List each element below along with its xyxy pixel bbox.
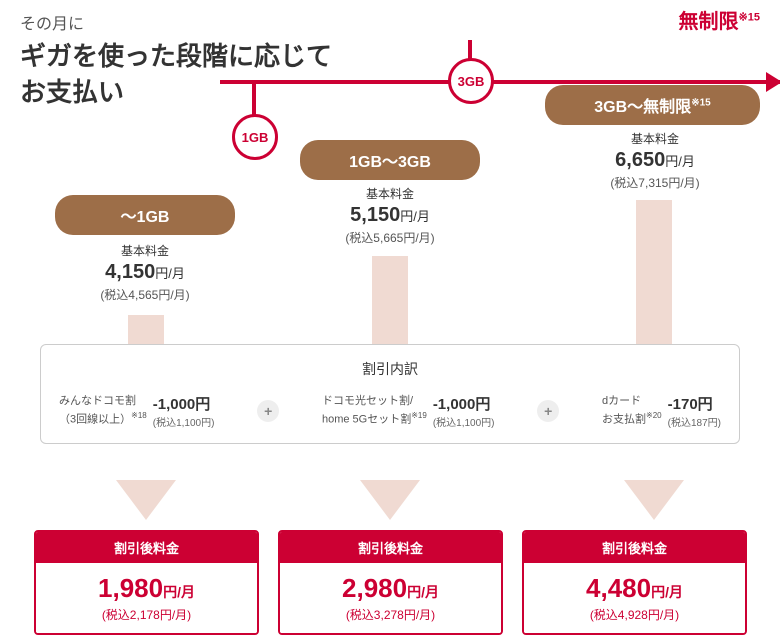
discount-item-text: ドコモ光セット割/ home 5Gセット割※19 xyxy=(322,394,427,427)
discount-item-amount: -170円 (税込187円) xyxy=(668,393,721,429)
discount-item-3: dカード お支払割※20 -170円 (税込187円) xyxy=(602,393,721,429)
tier-badge-1: 〜1GB xyxy=(55,195,235,235)
usage-bar-3 xyxy=(636,200,672,344)
result-body: 4,480円/月 (税込4,928円/月) xyxy=(524,563,745,633)
base-price-tax: (税込7,315円/月) xyxy=(565,174,745,191)
result-body: 1,980円/月 (税込2,178円/月) xyxy=(36,563,257,633)
tier-badge-3-note: ※15 xyxy=(691,98,711,109)
base-price-label: 基本料金 xyxy=(565,130,745,147)
base-price-amount: 4,150円/月 xyxy=(60,261,230,284)
header-sub: その月に xyxy=(20,10,332,34)
base-price-tax: (税込4,565円/月) xyxy=(60,286,230,303)
discount-item-2: ドコモ光セット割/ home 5Gセット割※19 -1,000円 (税込1,10… xyxy=(322,393,495,429)
discount-item-text: dカード お支払割※20 xyxy=(602,394,662,427)
discount-item-text: みんなドコモ割 （3回線以上）※18 xyxy=(59,394,147,427)
down-arrow-icon xyxy=(116,480,176,520)
down-arrow-icon xyxy=(624,480,684,520)
result-tax: (税込4,928円/月) xyxy=(530,606,739,623)
discount-box: 割引内訳 みんなドコモ割 （3回線以上）※18 -1,000円 (税込1,100… xyxy=(40,344,740,444)
base-price-3: 基本料金 6,650円/月 (税込7,315円/月) xyxy=(565,130,745,191)
result-price: 1,980円/月 xyxy=(42,573,251,604)
plus-icon: + xyxy=(257,400,279,422)
discount-title: 割引内訳 xyxy=(59,359,721,379)
result-price: 4,480円/月 xyxy=(530,573,739,604)
result-tax: (税込2,178円/月) xyxy=(42,606,251,623)
unlimited-text: 無制限 xyxy=(679,11,739,33)
discount-item-1: みんなドコモ割 （3回線以上）※18 -1,000円 (税込1,100円) xyxy=(59,393,214,429)
base-price-2: 基本料金 5,150円/月 (税込5,665円/月) xyxy=(305,185,475,246)
tier-badge-2: 1GB〜3GB xyxy=(300,140,480,180)
down-arrow-icon xyxy=(360,480,420,520)
result-tax: (税込3,278円/月) xyxy=(286,606,495,623)
usage-bar-2 xyxy=(372,256,408,344)
unlimited-label: 無制限※15 xyxy=(679,5,760,34)
unlimited-note: ※15 xyxy=(739,11,760,23)
tier-badge-3: 3GB〜無制限※15 xyxy=(545,85,760,125)
tier-badge-3-text: 3GB〜無制限 xyxy=(594,99,691,116)
base-price-amount: 6,650円/月 xyxy=(565,149,745,172)
result-head: 割引後料金 xyxy=(280,532,501,563)
discount-item-amount: -1,000円 (税込1,100円) xyxy=(433,393,495,429)
result-price: 2,980円/月 xyxy=(286,573,495,604)
usage-bar-1 xyxy=(128,315,164,345)
base-price-amount: 5,150円/月 xyxy=(305,204,475,227)
result-card-2: 割引後料金 2,980円/月 (税込3,278円/月) xyxy=(278,530,503,635)
base-price-tax: (税込5,665円/月) xyxy=(305,229,475,246)
timeline-line xyxy=(220,80,780,84)
timeline-marker-3gb: 3GB xyxy=(448,58,494,104)
timeline-arrow-icon xyxy=(766,72,780,92)
timeline-marker-1gb: 1GB xyxy=(232,114,278,160)
result-head: 割引後料金 xyxy=(524,532,745,563)
base-price-1: 基本料金 4,150円/月 (税込4,565円/月) xyxy=(60,242,230,303)
base-price-label: 基本料金 xyxy=(60,242,230,259)
base-price-label: 基本料金 xyxy=(305,185,475,202)
result-card-1: 割引後料金 1,980円/月 (税込2,178円/月) xyxy=(34,530,259,635)
plus-icon: + xyxy=(537,400,559,422)
result-head: 割引後料金 xyxy=(36,532,257,563)
discount-item-amount: -1,000円 (税込1,100円) xyxy=(153,393,215,429)
discount-row: みんなドコモ割 （3回線以上）※18 -1,000円 (税込1,100円) + … xyxy=(59,393,721,429)
result-body: 2,980円/月 (税込3,278円/月) xyxy=(280,563,501,633)
result-card-3: 割引後料金 4,480円/月 (税込4,928円/月) xyxy=(522,530,747,635)
